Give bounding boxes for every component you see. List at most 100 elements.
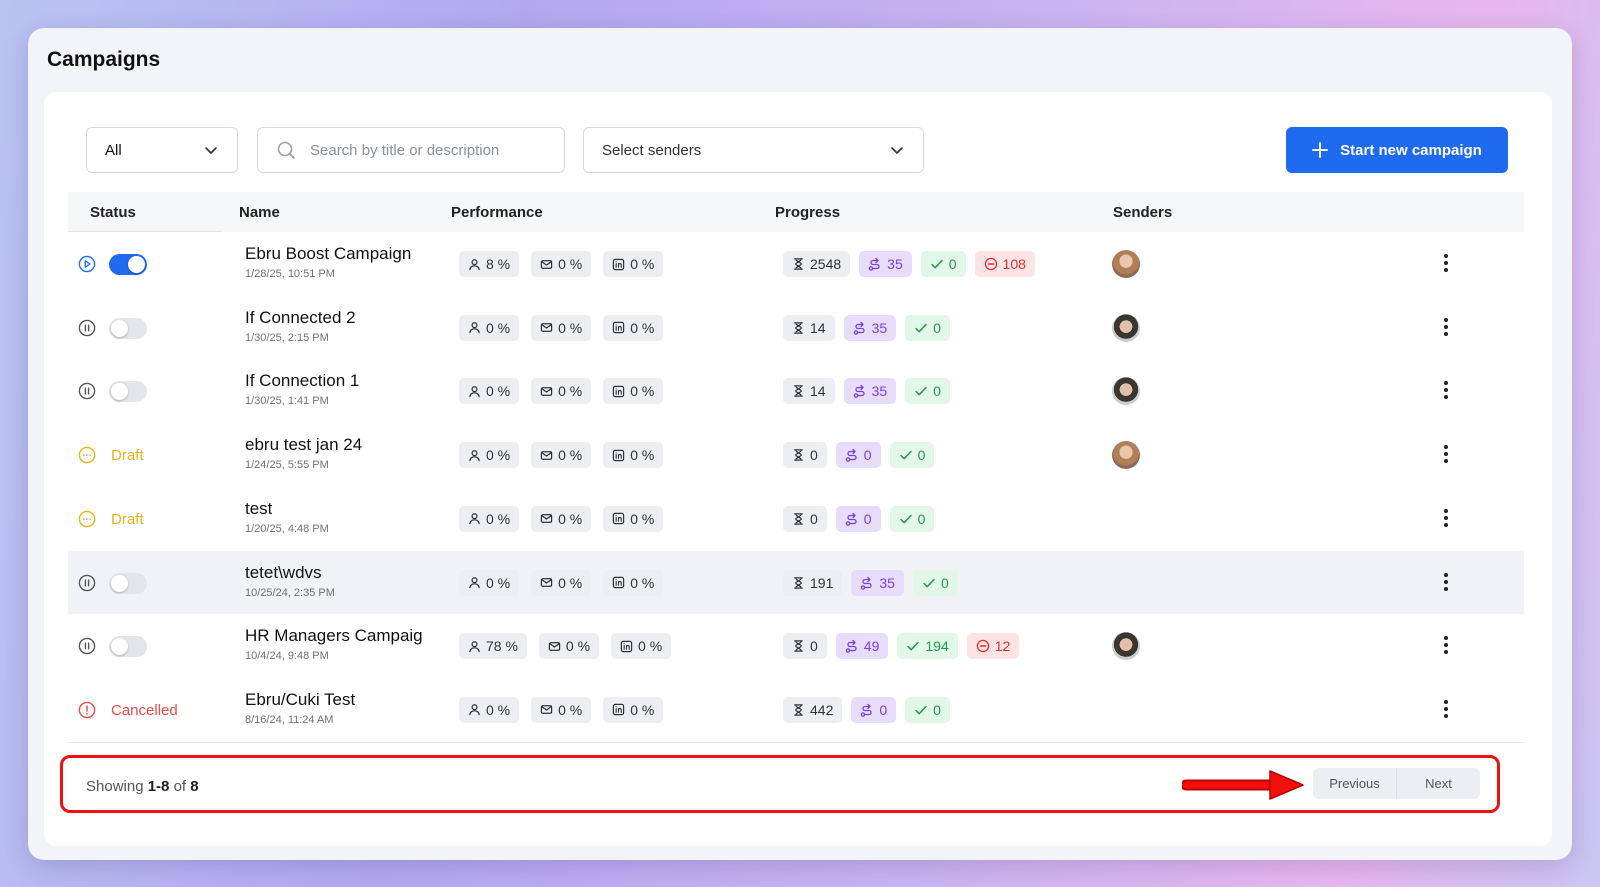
campaign-name[interactable]: If Connection 1 <box>245 371 360 391</box>
campaign-name[interactable]: ebru test jan 24 <box>245 435 363 455</box>
acceptance-rate-chip: 0 % <box>459 696 520 723</box>
more-options-icon[interactable] <box>1443 254 1449 274</box>
performance-value: 8 % <box>486 256 511 272</box>
status-label: Draft <box>111 447 144 465</box>
steps-chip: 0 <box>851 696 897 723</box>
linkedin-reply-chip: 0 % <box>603 696 664 723</box>
progress-group: 191 35 0 <box>783 569 958 596</box>
start-new-campaign-button[interactable]: Start new campaign <box>1286 127 1508 173</box>
table-row[interactable]: If Connected 2 1/30/25, 2:15 PM 0 % 0 % 0 % 1… <box>68 295 1524 361</box>
more-options-icon[interactable] <box>1443 445 1449 465</box>
hourglass-icon <box>794 321 803 334</box>
steps-chip: 35 <box>843 378 897 405</box>
pending-count: 0 <box>810 447 818 464</box>
table-row[interactable]: Ebru Boost Campaign 1/28/25, 10:51 PM 8 % 0… <box>68 232 1524 297</box>
sender-avatar[interactable] <box>1112 313 1140 342</box>
sender-avatar[interactable] <box>1112 632 1140 661</box>
progress-group: 0 0 0 <box>783 442 935 469</box>
steps-count: 0 <box>863 447 872 464</box>
table-row[interactable]: If Connection 1 1/30/25, 1:41 PM 0 % 0 % 0 %… <box>68 359 1524 425</box>
pause-circle-icon[interactable] <box>78 319 96 337</box>
done-count: 0 <box>917 447 926 464</box>
campaign-toggle[interactable] <box>109 636 147 658</box>
showing-of: of <box>169 778 191 795</box>
done-chip: 0 <box>912 569 958 596</box>
next-page-button[interactable]: Next <box>1425 776 1452 791</box>
failed-chip: 12 <box>966 633 1020 660</box>
campaigns-card: All Select senders Start new campaign St… <box>44 92 1552 846</box>
done-count: 0 <box>917 510 926 527</box>
steps-count: 35 <box>887 256 903 272</box>
play-circle-icon[interactable] <box>78 255 96 273</box>
done-chip: 0 <box>905 378 950 405</box>
column-header-status[interactable]: Status <box>90 204 136 221</box>
sender-avatar[interactable] <box>1112 441 1140 470</box>
pending-chip: 0 <box>783 505 827 532</box>
route-icon <box>845 512 857 526</box>
pause-circle-icon[interactable] <box>78 574 96 592</box>
table-header: Status Name Performance Progress Senders <box>68 192 1524 232</box>
linkedin-reply-chip: 0 % <box>603 251 664 277</box>
email-reply-chip: 0 % <box>531 696 592 723</box>
more-options-icon[interactable] <box>1443 508 1449 529</box>
linkedin-reply-chip: 0 % <box>603 378 664 405</box>
campaign-toggle[interactable] <box>109 254 147 275</box>
campaign-name[interactable]: If Connected 2 <box>245 307 356 327</box>
table-row[interactable]: Draft ebru test jan 24 1/24/25, 5:55 PM 0 %… <box>68 423 1524 489</box>
more-options-icon[interactable] <box>1443 381 1449 401</box>
column-header-progress[interactable]: Progress <box>775 204 841 221</box>
campaign-name[interactable]: Ebru Boost Campaign <box>245 244 412 263</box>
showing-range: 1-8 <box>147 778 170 795</box>
table-row[interactable]: tetet\wdvs 10/25/24, 2:35 PM 0 % 0 % 0 % 191 3… <box>68 550 1524 616</box>
more-options-icon[interactable] <box>1443 572 1449 593</box>
steps-chip: 0 <box>835 505 881 532</box>
campaign-date: 1/30/25, 1:41 PM <box>245 395 329 408</box>
status-filter-select[interactable]: All <box>86 127 238 173</box>
campaign-toggle[interactable] <box>109 317 147 339</box>
steps-count: 35 <box>871 319 888 336</box>
sender-avatar[interactable] <box>1112 250 1140 278</box>
linkedin-icon <box>613 321 625 334</box>
done-chip: 194 <box>897 633 958 660</box>
performance-value: 0 % <box>558 319 583 336</box>
more-options-icon[interactable] <box>1443 636 1449 656</box>
more-options-icon[interactable] <box>1443 699 1449 720</box>
campaign-name[interactable]: test <box>245 498 273 518</box>
campaign-name[interactable]: HR Managers Campaig <box>245 626 423 646</box>
more-options-icon[interactable] <box>1443 317 1449 338</box>
column-header-name[interactable]: Name <box>239 204 280 221</box>
performance-group: 8 % 0 % 0 % <box>459 251 664 277</box>
campaign-toggle[interactable] <box>109 572 147 594</box>
table-row[interactable]: HR Managers Campaig 10/4/24, 9:48 PM 78 % 0… <box>68 614 1524 680</box>
campaign-name[interactable]: tetet\wdvs <box>245 562 322 582</box>
campaign-toggle[interactable] <box>109 381 147 403</box>
previous-page-button[interactable]: Previous <box>1313 768 1397 799</box>
column-header-performance[interactable]: Performance <box>451 204 543 221</box>
table-row[interactable]: Cancelled Ebru/Cuki Test 8/16/24, 11:24 AM… <box>68 677 1524 743</box>
search-box[interactable] <box>257 127 565 173</box>
pending-chip: 0 <box>783 633 827 660</box>
route-icon <box>845 448 857 462</box>
search-input[interactable] <box>310 141 550 159</box>
campaign-name[interactable]: Ebru/Cuki Test <box>245 689 356 709</box>
failed-count: 108 <box>1002 256 1026 272</box>
linkedin-reply-chip: 0 % <box>603 569 664 596</box>
linkedin-icon <box>620 640 633 652</box>
table-row[interactable]: Draft test 1/20/25, 4:48 PM 0 % 0 % 0 % 0 0 0 <box>68 486 1524 552</box>
status-filter-value: All <box>105 141 122 159</box>
acceptance-rate-chip: 0 % <box>459 314 520 341</box>
done-chip: 0 <box>889 442 935 469</box>
column-header-senders[interactable]: Senders <box>1113 204 1173 221</box>
pause-circle-icon[interactable] <box>78 637 96 655</box>
progress-group: 442 0 0 <box>783 696 950 723</box>
pending-count: 14 <box>810 319 826 336</box>
alert-circle-icon <box>78 701 96 719</box>
senders-select[interactable]: Select senders <box>583 127 924 173</box>
acceptance-rate-chip: 78 % <box>459 633 527 660</box>
pause-circle-icon[interactable] <box>78 382 96 400</box>
sender-avatar[interactable] <box>1112 377 1140 406</box>
hourglass-icon <box>794 513 803 525</box>
performance-value: 0 % <box>630 574 655 591</box>
pending-count: 14 <box>810 383 826 400</box>
failed-chip: 108 <box>974 251 1035 277</box>
